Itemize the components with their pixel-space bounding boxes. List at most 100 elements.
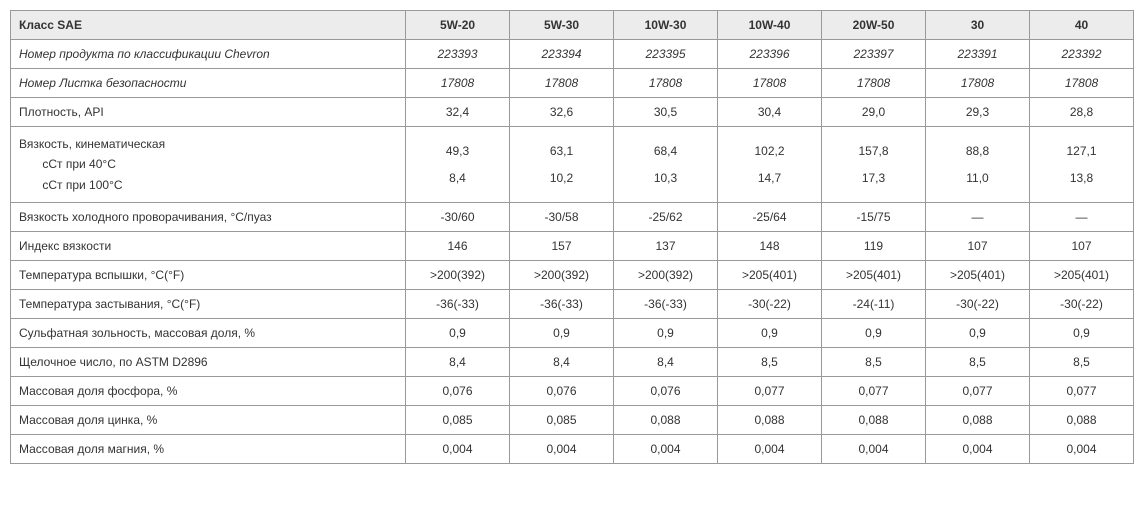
row-label: Температура вспышки, °С(°F) bbox=[11, 261, 406, 290]
data-cell: -25/64 bbox=[718, 203, 822, 232]
row-label: Плотность, API bbox=[11, 98, 406, 127]
data-cell: 0,004 bbox=[822, 435, 926, 464]
data-cell: 0,004 bbox=[510, 435, 614, 464]
data-cell: >205(401) bbox=[926, 261, 1030, 290]
header-col: 30 bbox=[926, 11, 1030, 40]
data-cell: 148 bbox=[718, 232, 822, 261]
data-cell: 17808 bbox=[510, 69, 614, 98]
data-cell: 0,076 bbox=[614, 377, 718, 406]
data-cell: -30/58 bbox=[510, 203, 614, 232]
table-body: Номер продукта по классификации Chevron2… bbox=[11, 40, 1134, 464]
data-cell: -30(-22) bbox=[926, 290, 1030, 319]
header-col: 10W-30 bbox=[614, 11, 718, 40]
data-cell: 32,6 bbox=[510, 98, 614, 127]
data-cell: 8,4 bbox=[510, 348, 614, 377]
table-row: Щелочное число, по ASTM D28968,48,48,48,… bbox=[11, 348, 1134, 377]
table-row: Массовая доля фосфора, %0,0760,0760,0760… bbox=[11, 377, 1134, 406]
data-cell: 157 bbox=[510, 232, 614, 261]
data-cell: 0,9 bbox=[718, 319, 822, 348]
data-cell: 0,077 bbox=[1030, 377, 1134, 406]
header-label-cell: Класс SAE bbox=[11, 11, 406, 40]
table-row: Массовая доля магния, %0,0040,0040,0040,… bbox=[11, 435, 1134, 464]
table-row: Номер Листка безопасности178081780817808… bbox=[11, 69, 1134, 98]
data-cell: -25/62 bbox=[614, 203, 718, 232]
table-row: Сульфатная зольность, массовая доля, %0,… bbox=[11, 319, 1134, 348]
data-cell: — bbox=[926, 203, 1030, 232]
data-cell: >205(401) bbox=[822, 261, 926, 290]
data-cell: 137 bbox=[614, 232, 718, 261]
table-row: Плотность, API32,432,630,530,429,029,328… bbox=[11, 98, 1134, 127]
data-cell: -24(-11) bbox=[822, 290, 926, 319]
data-cell: 0,088 bbox=[1030, 406, 1134, 435]
row-label: Массовая доля магния, % bbox=[11, 435, 406, 464]
data-cell: 0,9 bbox=[822, 319, 926, 348]
data-cell: 0,077 bbox=[926, 377, 1030, 406]
data-cell: >205(401) bbox=[718, 261, 822, 290]
table-row: Массовая доля цинка, %0,0850,0850,0880,0… bbox=[11, 406, 1134, 435]
header-col: 40 bbox=[1030, 11, 1134, 40]
data-cell: 68,410,3 bbox=[614, 127, 718, 203]
data-cell: 107 bbox=[926, 232, 1030, 261]
data-cell: 30,5 bbox=[614, 98, 718, 127]
data-cell: 17808 bbox=[406, 69, 510, 98]
data-cell: 29,0 bbox=[822, 98, 926, 127]
row-label: Массовая доля цинка, % bbox=[11, 406, 406, 435]
table-row: Вязкость, кинематическая сСт при 40°С сС… bbox=[11, 127, 1134, 203]
data-cell: 223392 bbox=[1030, 40, 1134, 69]
data-cell: 8,5 bbox=[822, 348, 926, 377]
data-cell: 0,9 bbox=[510, 319, 614, 348]
row-label: Индекс вязкости bbox=[11, 232, 406, 261]
data-cell: 0,088 bbox=[822, 406, 926, 435]
data-cell: 8,4 bbox=[614, 348, 718, 377]
table-row: Температура застывания, °С(°F)-36(-33)-3… bbox=[11, 290, 1134, 319]
data-cell: 88,811,0 bbox=[926, 127, 1030, 203]
data-cell: 223391 bbox=[926, 40, 1030, 69]
data-cell: 223396 bbox=[718, 40, 822, 69]
data-cell: -36(-33) bbox=[510, 290, 614, 319]
data-cell: 32,4 bbox=[406, 98, 510, 127]
data-cell: 30,4 bbox=[718, 98, 822, 127]
data-cell: — bbox=[1030, 203, 1134, 232]
data-cell: 8,4 bbox=[406, 348, 510, 377]
row-label: Температура застывания, °С(°F) bbox=[11, 290, 406, 319]
sae-grade-table: Класс SAE 5W-20 5W-30 10W-30 10W-40 20W-… bbox=[10, 10, 1134, 464]
header-col: 5W-20 bbox=[406, 11, 510, 40]
data-cell: 127,113,8 bbox=[1030, 127, 1134, 203]
table-row: Температура вспышки, °С(°F)>200(392)>200… bbox=[11, 261, 1134, 290]
data-cell: 107 bbox=[1030, 232, 1134, 261]
data-cell: 8,5 bbox=[718, 348, 822, 377]
data-cell: 0,9 bbox=[1030, 319, 1134, 348]
data-cell: >200(392) bbox=[510, 261, 614, 290]
data-cell: -15/75 bbox=[822, 203, 926, 232]
data-cell: 102,214,7 bbox=[718, 127, 822, 203]
data-cell: >205(401) bbox=[1030, 261, 1134, 290]
data-cell: 157,817,3 bbox=[822, 127, 926, 203]
data-cell: 0,004 bbox=[926, 435, 1030, 464]
row-label: Номер Листка безопасности bbox=[11, 69, 406, 98]
data-cell: 0,077 bbox=[822, 377, 926, 406]
table-row: Индекс вязкости146157137148119107107 bbox=[11, 232, 1134, 261]
data-cell: 0,088 bbox=[926, 406, 1030, 435]
data-cell: 0,9 bbox=[926, 319, 1030, 348]
data-cell: -30(-22) bbox=[718, 290, 822, 319]
data-cell: 0,088 bbox=[614, 406, 718, 435]
data-cell: -30/60 bbox=[406, 203, 510, 232]
data-cell: 8,5 bbox=[926, 348, 1030, 377]
data-cell: 223395 bbox=[614, 40, 718, 69]
header-col: 10W-40 bbox=[718, 11, 822, 40]
data-cell: 17808 bbox=[1030, 69, 1134, 98]
data-cell: 0,004 bbox=[718, 435, 822, 464]
data-cell: 146 bbox=[406, 232, 510, 261]
data-cell: 29,3 bbox=[926, 98, 1030, 127]
data-cell: 0,076 bbox=[510, 377, 614, 406]
data-cell: 63,110,2 bbox=[510, 127, 614, 203]
data-cell: -36(-33) bbox=[614, 290, 718, 319]
data-cell: 0,9 bbox=[614, 319, 718, 348]
data-cell: -36(-33) bbox=[406, 290, 510, 319]
data-cell: 0,088 bbox=[718, 406, 822, 435]
data-cell: 8,5 bbox=[1030, 348, 1134, 377]
data-cell: 119 bbox=[822, 232, 926, 261]
data-cell: 28,8 bbox=[1030, 98, 1134, 127]
data-cell: 0,004 bbox=[406, 435, 510, 464]
data-cell: 0,085 bbox=[406, 406, 510, 435]
